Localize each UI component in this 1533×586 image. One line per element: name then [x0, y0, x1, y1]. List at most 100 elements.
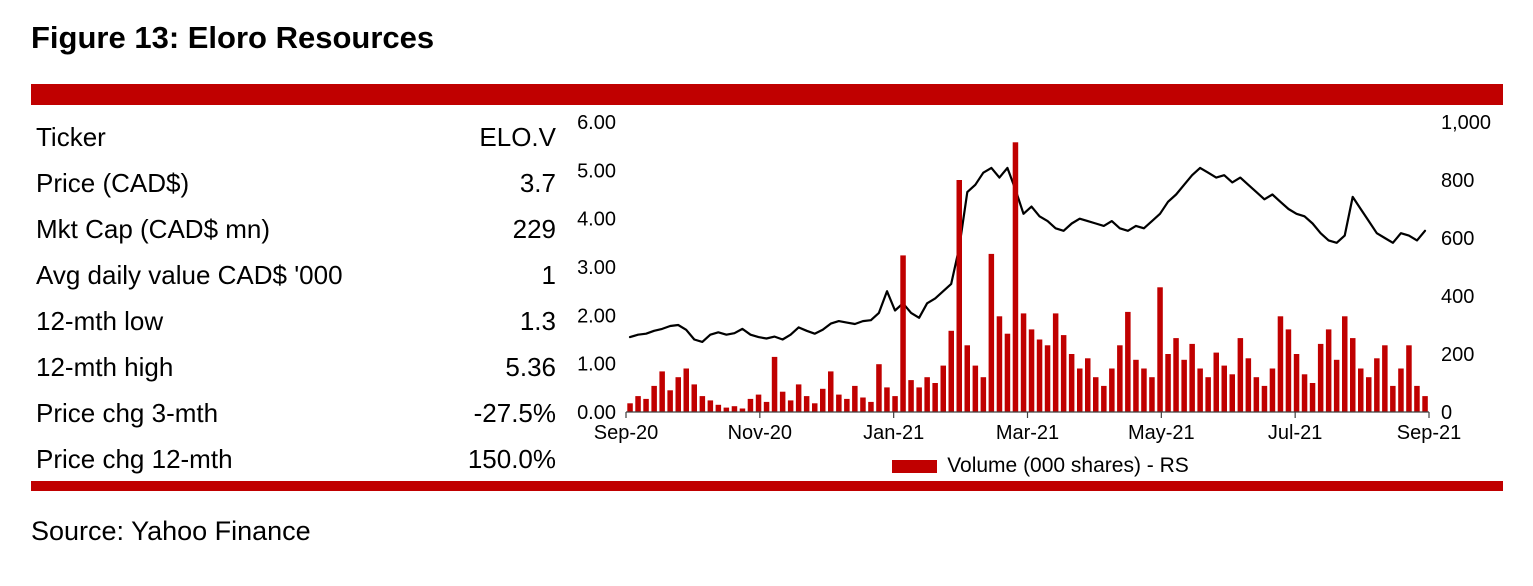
volume-bar	[1229, 374, 1235, 412]
volume-bar	[844, 398, 850, 412]
volume-bar	[988, 253, 995, 412]
volume-bar	[747, 398, 754, 412]
volume-bar	[1398, 368, 1404, 412]
stat-label: Ticker	[36, 121, 106, 152]
volume-bar	[1205, 377, 1211, 412]
figure-title: Figure 13: Eloro Resources	[31, 20, 435, 55]
chart-canvas: Sep-20 Nov-20 Jan-21 Mar-21 May-21 Jul-21 Sep-…	[577, 112, 1491, 444]
stat-value: -27.5%	[473, 397, 556, 428]
legend-volume-swatch-icon	[892, 459, 938, 473]
stat-row: 12-mth low 1.3	[36, 298, 556, 344]
volume-bar	[1077, 368, 1083, 412]
stat-label: Avg daily value CAD$ '000	[36, 259, 343, 290]
volume-bar	[852, 385, 858, 412]
volume-bar	[723, 407, 730, 412]
volume-bar	[779, 391, 786, 412]
price-volume-chart: Sep-20 Nov-20 Jan-21 Mar-21 May-21 Jul-21 Sep-…	[568, 112, 1513, 478]
volume-bar	[964, 345, 970, 412]
volume-bar	[812, 403, 818, 412]
volume-bar	[635, 396, 641, 412]
stat-value: 1	[541, 259, 556, 290]
volume-bar	[996, 316, 1003, 412]
volume-bar	[715, 404, 722, 413]
volume-bar	[699, 396, 706, 412]
volume-bar	[956, 180, 962, 412]
left-axis-label: 3.00	[577, 257, 616, 279]
volume-bar	[1012, 142, 1019, 413]
volume-bar	[1165, 354, 1171, 412]
left-axis-label: 1.00	[577, 354, 616, 376]
volume-bar	[675, 377, 681, 412]
stat-row: Ticker ELO.V	[36, 114, 556, 160]
x-axis-label: Mar-21	[996, 422, 1059, 444]
volume-bar	[627, 403, 633, 412]
volume-bar	[795, 384, 802, 412]
volume-bar	[651, 385, 657, 412]
x-axis-label: Sep-20	[594, 422, 659, 444]
volume-bar	[1277, 316, 1284, 412]
stat-value: ELO.V	[479, 121, 556, 152]
x-axis-label: Nov-20	[728, 422, 792, 444]
stat-row: Mkt Cap (CAD$ mn) 229	[36, 206, 556, 252]
stat-label: 12-mth high	[36, 351, 174, 382]
volume-bar	[828, 371, 834, 412]
volume-bar	[1036, 339, 1043, 412]
right-axis-label: 800	[1441, 170, 1474, 192]
volume-bar	[820, 388, 826, 412]
price-line	[628, 166, 1427, 343]
volume-bar	[940, 365, 946, 412]
stat-row: 12-mth high 5.36	[36, 344, 556, 390]
source-note: Source: Yahoo Finance	[31, 516, 311, 546]
right-axis-label: 200	[1441, 344, 1474, 366]
volume-bar	[1052, 313, 1059, 412]
volume-bar	[1325, 329, 1332, 412]
volume-bar	[1245, 358, 1252, 412]
volume-bar	[1085, 358, 1091, 412]
volume-bar	[643, 398, 649, 412]
stat-row: Price (CAD$) 3.7	[36, 160, 556, 206]
volume-bar	[1125, 311, 1131, 412]
volume-bar	[1237, 338, 1244, 412]
volume-bar	[1333, 359, 1340, 412]
volume-bar	[683, 368, 689, 412]
stat-label: Price chg 12-mth	[36, 443, 233, 474]
stat-value: 1.3	[519, 305, 556, 336]
volume-bar	[1068, 354, 1075, 412]
volume-bar	[1181, 359, 1187, 412]
volume-bar	[948, 330, 954, 412]
volume-bar	[1044, 345, 1051, 412]
volume-bar	[884, 387, 890, 412]
volume-bar	[787, 400, 794, 412]
volume-bar	[900, 255, 906, 412]
volume-bar	[1093, 377, 1099, 412]
volume-bar	[908, 380, 914, 412]
stat-value: 3.7	[519, 167, 556, 198]
stat-row: Price chg 3-mth -27.5%	[36, 390, 556, 436]
volume-bar	[1141, 368, 1147, 412]
stat-label: Price chg 3-mth	[36, 397, 219, 428]
volume-bar	[1342, 316, 1348, 412]
volume-bar	[1101, 385, 1107, 412]
volume-bar	[1390, 385, 1396, 412]
top-divider-bar	[31, 84, 1503, 105]
volume-bar	[1189, 343, 1195, 412]
volume-bar	[1117, 345, 1123, 412]
volume-bar	[860, 397, 866, 412]
bottom-divider-bar	[31, 481, 1503, 491]
x-axis-label: Jan-21	[863, 422, 924, 444]
volume-bar	[1060, 335, 1067, 412]
x-axis-label: Sep-21	[1397, 422, 1462, 444]
right-axis-label: 0	[1441, 402, 1452, 424]
volume-bar	[836, 394, 842, 412]
stat-value: 229	[512, 213, 556, 244]
volume-bar	[1157, 287, 1163, 412]
volume-bar	[1028, 329, 1035, 412]
volume-bar	[1293, 354, 1300, 412]
stat-row: Avg daily value CAD$ '000 1	[36, 252, 556, 298]
volume-bar	[932, 383, 938, 412]
volume-bar	[1149, 377, 1155, 412]
right-axis-label: 1,000	[1441, 112, 1491, 134]
volume-bar	[771, 356, 778, 412]
x-axis-label: Jul-21	[1268, 422, 1322, 444]
